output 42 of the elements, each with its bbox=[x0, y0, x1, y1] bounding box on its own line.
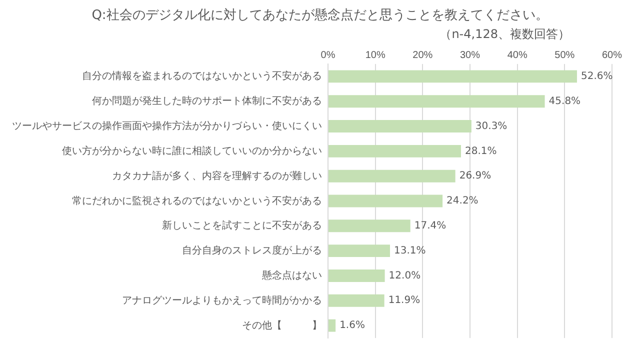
bar bbox=[328, 120, 472, 132]
x-tick-label: 0% bbox=[320, 50, 336, 61]
chart-title: Q:社会のデジタル化に対してあなたが懸念点だと思うことを教えてください。 bbox=[90, 7, 550, 24]
y-tick-label: 自分自身のストレス度が上がる bbox=[182, 244, 322, 257]
y-tick-label: アナログツールよりもかえって時間がかかる bbox=[122, 294, 322, 306]
bar bbox=[328, 95, 545, 108]
bar bbox=[328, 244, 390, 258]
bar bbox=[328, 294, 384, 307]
y-tick-label: 懸念点はない bbox=[261, 269, 322, 282]
data-label: 1.6% bbox=[340, 320, 365, 332]
x-tick-label: 60% bbox=[602, 50, 622, 61]
bar bbox=[328, 170, 456, 182]
data-label: 52.6% bbox=[580, 71, 613, 82]
y-tick-label: ツールやサービスの操作画面や操作方法が分かりづらい・使いにくい bbox=[12, 120, 322, 132]
data-label: 45.8% bbox=[548, 96, 581, 107]
data-label: 26.9% bbox=[459, 170, 492, 182]
chart-subtitle: （n-4,128、複数回答） bbox=[440, 26, 570, 43]
data-label: 11.9% bbox=[388, 295, 420, 306]
data-label: 30.3% bbox=[475, 120, 508, 132]
y-tick-label: 自分の情報を盗まれるのではないかという不安がある bbox=[82, 70, 322, 82]
data-label: 28.1% bbox=[465, 146, 497, 157]
data-label: 13.1% bbox=[394, 245, 426, 256]
y-tick-label: 使い方が分からない時に誰に相談していいのか分からない bbox=[62, 144, 322, 157]
y-tick-label: 新しいことを試すことに不安がある bbox=[162, 220, 322, 232]
y-tick-label: カタカナ語が多く、内容を理解するのが難しい bbox=[112, 170, 322, 182]
x-tick-label: 30% bbox=[460, 50, 480, 61]
bar bbox=[328, 319, 336, 332]
bar bbox=[328, 70, 577, 83]
data-label: 17.4% bbox=[414, 220, 446, 232]
x-tick-label: 10% bbox=[365, 50, 386, 61]
x-tick-label: 50% bbox=[554, 50, 575, 61]
bar bbox=[328, 270, 385, 282]
y-tick-label: その他【 】 bbox=[242, 319, 322, 332]
data-label: 12.0% bbox=[388, 270, 421, 282]
bar bbox=[328, 220, 410, 232]
x-tick-label: 40% bbox=[507, 50, 528, 61]
y-tick-label: 常にだれかに監視されるのではないかという不安がある bbox=[72, 194, 322, 207]
y-tick-label: 何か問題が発生した時のサポート体制に不安がある bbox=[92, 95, 322, 108]
x-tick-label: 20% bbox=[412, 50, 433, 61]
bar bbox=[328, 144, 462, 158]
bar bbox=[328, 194, 443, 208]
data-label: 24.2% bbox=[446, 196, 478, 207]
